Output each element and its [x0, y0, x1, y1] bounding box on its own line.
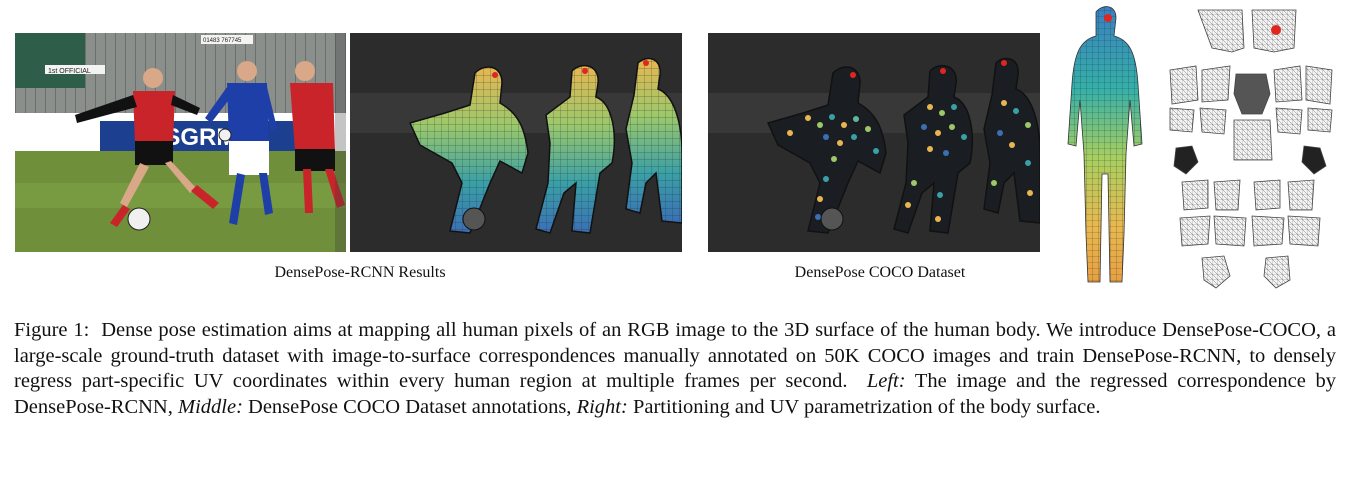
annotated-figure-left [766, 66, 887, 234]
photo-panel: 1st OFFICIAL 01483 767745 JESGRM [15, 33, 346, 252]
caption-left-label: Left: [866, 370, 906, 392]
annotation-points [787, 100, 1033, 222]
caption-left-text: The image and the regressed corresponden… [14, 370, 1336, 418]
uv-charts [1169, 9, 1333, 289]
dense-figure-left [408, 66, 529, 234]
coco-dataset-panel [708, 33, 1040, 252]
results-image [350, 33, 682, 252]
soccer-ball [127, 207, 151, 231]
body-surface-panel [1050, 4, 1160, 290]
uv-partition-panel [1162, 4, 1340, 290]
torso-chart-back [1233, 73, 1271, 115]
annotated-figure-right [983, 57, 1040, 224]
foot-chart-right [1263, 255, 1291, 289]
foot-chart-left [1201, 255, 1231, 289]
caption-right-label: Right: [576, 395, 628, 418]
official-sign [45, 65, 105, 74]
correspondence-marker [1271, 25, 1281, 35]
player-red-left [75, 68, 219, 227]
hand-chart-right [1301, 145, 1327, 175]
figure-caption: Figure 1: Dense pose estimation aims at … [14, 318, 1336, 420]
caption-figure-label: Figure 1: [14, 319, 90, 341]
caption-right-text: Partitioning and UV parametrization of t… [632, 395, 1101, 418]
dense-figure-right [625, 57, 682, 224]
torso-chart-front [1233, 119, 1273, 161]
phone-sign-text: 01483 767745 [203, 38, 242, 44]
caption-middle-text: DensePose COCO Dataset annotations, [248, 395, 572, 418]
head-chart-left [1197, 9, 1245, 53]
results-label: DensePose-RCNN Results [274, 264, 446, 281]
body-mesh-figure [1067, 6, 1143, 283]
caption-main-text: Dense pose estimation aims at mapping al… [14, 319, 1336, 392]
coco-image [708, 33, 1040, 252]
densepose-results-panel [350, 33, 682, 252]
hand-chart-left [1173, 145, 1199, 175]
soccer-photo: 1st OFFICIAL 01483 767745 JESGRM [15, 33, 346, 252]
dense-figure-middle [535, 64, 615, 234]
player-red-right [290, 33, 346, 252]
caption-middle-label: Middle: [178, 395, 243, 418]
coco-label: DensePose COCO Dataset [794, 264, 966, 281]
player-blue [205, 61, 277, 225]
official-sign-text: 1st OFFICIAL [48, 68, 91, 75]
